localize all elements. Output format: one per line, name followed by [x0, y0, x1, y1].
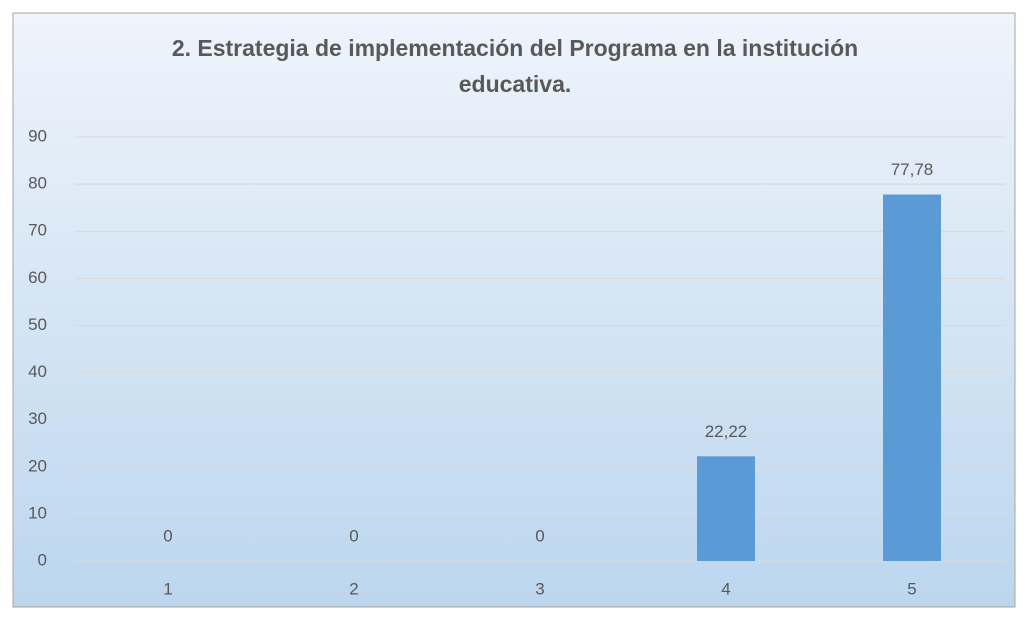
y-tick-label: 60: [28, 268, 47, 287]
y-tick-label: 90: [28, 126, 47, 145]
chart-title: 2. Estrategia de implementación del Prog…: [171, 35, 859, 97]
y-tick-label: 0: [38, 550, 47, 569]
y-tick-label: 30: [28, 409, 47, 428]
chart-background: [12, 12, 1016, 608]
data-label: 22,22: [705, 422, 748, 441]
data-label: 77,78: [891, 160, 934, 179]
y-tick-label: 10: [28, 503, 47, 522]
y-tick-label: 20: [28, 456, 47, 475]
bar: [883, 194, 941, 562]
data-label: 0: [535, 526, 544, 545]
x-tick-label: 3: [535, 579, 544, 598]
x-tick-label: 4: [721, 579, 730, 598]
data-label: 0: [163, 526, 172, 545]
data-label: 0: [349, 526, 358, 545]
y-tick-label: 40: [28, 362, 47, 381]
x-tick-label: 2: [349, 579, 358, 598]
y-tick-label: 80: [28, 174, 47, 193]
bar: [697, 456, 755, 561]
x-tick-label: 5: [907, 579, 916, 598]
x-tick-label: 1: [163, 579, 172, 598]
y-tick-label: 70: [28, 221, 47, 240]
y-tick-label: 50: [28, 315, 47, 334]
